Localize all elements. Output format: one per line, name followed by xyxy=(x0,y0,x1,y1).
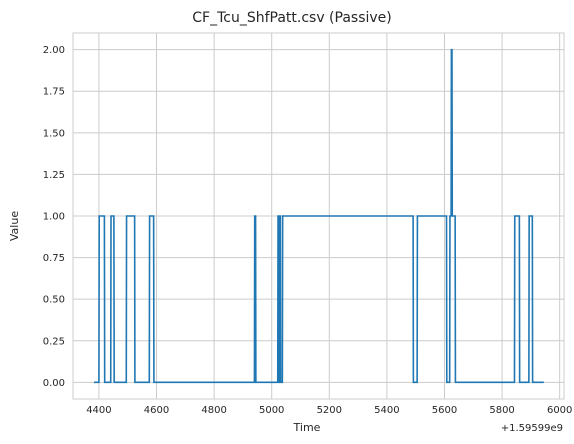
series-line xyxy=(94,48,544,384)
x-tick-label: 5000 xyxy=(259,405,284,416)
x-tick-labels: 4400 4600 4800 5000 5200 5400 5600 5800 6000 xyxy=(86,405,572,416)
x-axis-label: Time xyxy=(293,421,321,434)
x-tick-label: 5600 xyxy=(432,405,457,416)
y-tick-label: 1.00 xyxy=(43,212,65,223)
x-tick-label: 4400 xyxy=(86,405,111,416)
y-tick-label: 1.50 xyxy=(43,128,65,139)
y-tick-label: 0.25 xyxy=(43,336,65,347)
y-tick-label: 1.75 xyxy=(43,87,65,98)
y-tick-label: 1.25 xyxy=(43,170,65,181)
x-tick-label: 5200 xyxy=(317,405,342,416)
x-tick-label: 6000 xyxy=(547,405,572,416)
y-tick-label: 0.75 xyxy=(43,253,65,264)
y-tick-label: 0.50 xyxy=(43,295,65,306)
chart-title: CF_Tcu_ShfPatt.csv (Passive) xyxy=(192,10,392,26)
y-axis-label: Value xyxy=(8,211,21,241)
x-tick-label: 4600 xyxy=(144,405,169,416)
x-tick-label: 5400 xyxy=(374,405,399,416)
y-tick-label: 0.00 xyxy=(43,378,65,389)
x-tick-label: 4800 xyxy=(201,405,226,416)
y-tick-label: 2.00 xyxy=(43,45,65,56)
x-tick-label: 5800 xyxy=(489,405,514,416)
series-layer xyxy=(94,48,544,384)
y-tick-labels: 0.00 0.25 0.50 0.75 1.00 1.25 1.50 1.75 2.00 xyxy=(43,45,65,389)
x-offset-label: +1.59599e9 xyxy=(501,423,563,434)
